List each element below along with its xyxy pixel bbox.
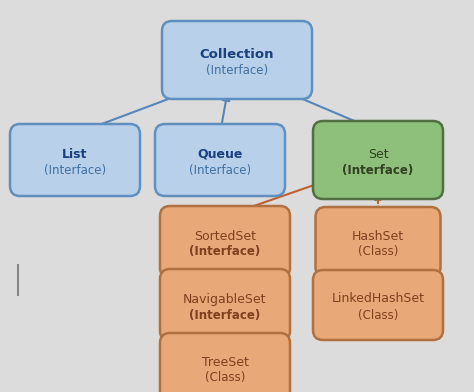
- Text: Collection: Collection: [200, 47, 274, 60]
- Text: NavigableSet: NavigableSet: [183, 292, 267, 305]
- FancyBboxPatch shape: [313, 270, 443, 340]
- FancyBboxPatch shape: [10, 124, 140, 196]
- Text: HashSet: HashSet: [352, 229, 404, 243]
- FancyBboxPatch shape: [160, 333, 290, 392]
- Text: (Class): (Class): [205, 372, 245, 385]
- Text: Queue: Queue: [197, 147, 243, 160]
- Text: List: List: [62, 147, 88, 160]
- Text: LinkedHashSet: LinkedHashSet: [331, 292, 425, 305]
- Text: (Interface): (Interface): [44, 163, 106, 176]
- FancyBboxPatch shape: [162, 21, 312, 99]
- Text: (Interface): (Interface): [190, 309, 261, 321]
- Text: SortedSet: SortedSet: [194, 229, 256, 243]
- Text: (Interface): (Interface): [190, 245, 261, 258]
- FancyBboxPatch shape: [155, 124, 285, 196]
- Text: (Interface): (Interface): [189, 163, 251, 176]
- FancyBboxPatch shape: [316, 207, 440, 277]
- FancyBboxPatch shape: [313, 121, 443, 199]
- Text: (Interface): (Interface): [342, 163, 414, 176]
- Text: (Class): (Class): [358, 245, 398, 258]
- FancyBboxPatch shape: [160, 206, 290, 278]
- Text: Set: Set: [368, 147, 388, 160]
- Text: TreeSet: TreeSet: [201, 356, 248, 368]
- FancyBboxPatch shape: [160, 269, 290, 341]
- Text: (Interface): (Interface): [206, 64, 268, 76]
- Text: (Class): (Class): [358, 309, 398, 321]
